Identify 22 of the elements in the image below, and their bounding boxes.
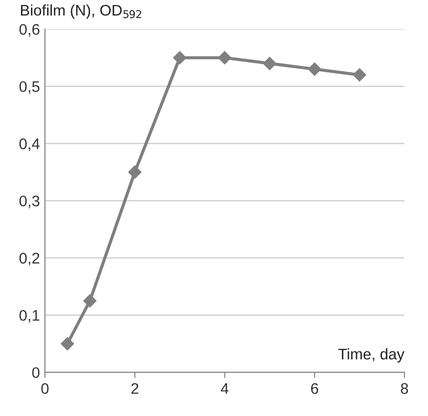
point xyxy=(308,62,322,76)
x-tick-label: 4 xyxy=(220,383,228,394)
point xyxy=(60,337,74,350)
point xyxy=(128,166,142,179)
y-tick-label: 0,2 xyxy=(19,252,40,266)
x-axis-title: Time, day xyxy=(338,348,404,363)
point xyxy=(352,68,366,82)
point xyxy=(173,51,186,64)
x-tick-label: 6 xyxy=(311,383,318,394)
y-tick-label: 0,4 xyxy=(19,138,40,152)
point xyxy=(83,294,96,308)
y-tick-label: 0,5 xyxy=(19,81,40,94)
point xyxy=(263,56,276,70)
x-tick-label: 8 xyxy=(400,383,408,394)
point xyxy=(218,51,232,64)
x-tick-label: 2 xyxy=(131,383,138,394)
y-tick-label: 0 xyxy=(32,367,40,378)
y-tick-label: 0,3 xyxy=(19,196,40,208)
y-tick-label: 0,6 xyxy=(19,24,40,37)
y-axis-title: Biofilm (N), OD$_{592}$ xyxy=(21,4,142,19)
x-tick-label: 0 xyxy=(41,383,49,394)
y-tick-label: 0,1 xyxy=(19,310,40,323)
